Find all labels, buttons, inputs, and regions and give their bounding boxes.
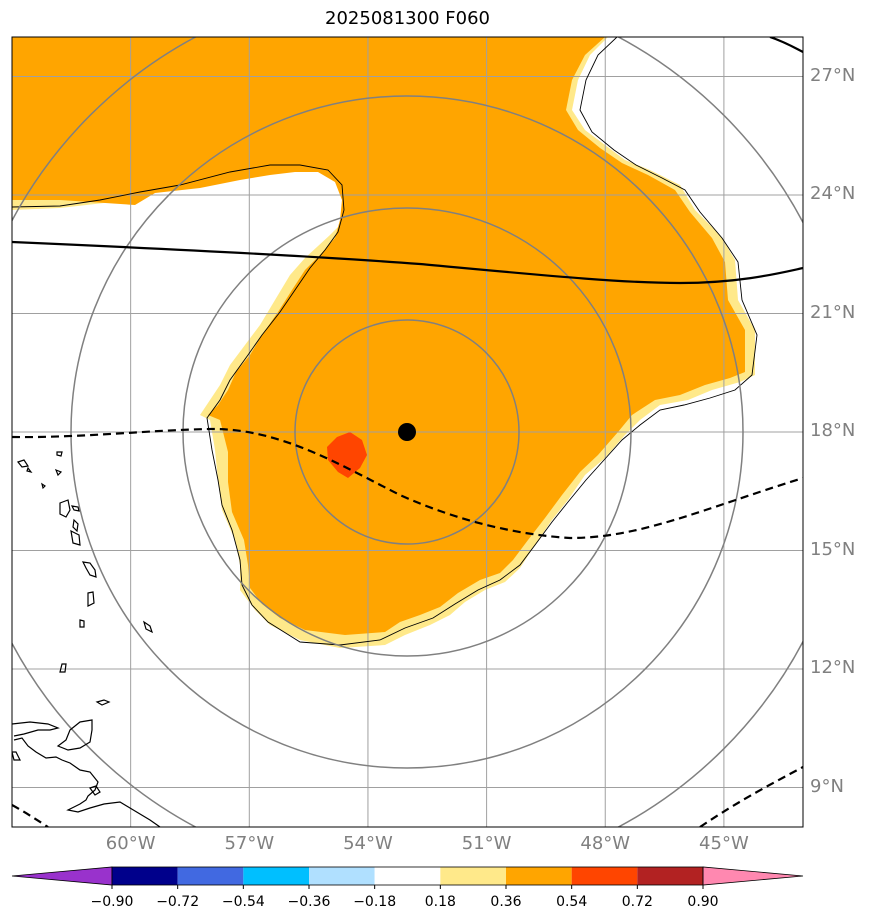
latitude-label: 27°N <box>810 64 856 86</box>
latitude-label: 18°N <box>810 420 856 441</box>
colorbar-segment <box>309 867 375 885</box>
latitude-label: 9°N <box>810 775 844 797</box>
dashed-track-line-lower-left <box>12 804 49 827</box>
colorbar-tick-label: −0.18 <box>353 894 397 910</box>
coastlines <box>12 451 161 827</box>
solid-track-line-corner <box>769 37 803 53</box>
colorbar-tick-label: 0.72 <box>621 894 653 910</box>
colorbar-tick-label: 0.36 <box>490 894 522 910</box>
dashed-track-line <box>12 427 803 540</box>
longitude-label: 54°W <box>343 833 393 854</box>
map-plot-area <box>12 37 803 827</box>
colorbar-segment <box>112 867 178 885</box>
colorbar-extend-min <box>11 866 113 886</box>
colorbar-segment <box>637 867 703 885</box>
colorbar-tick-label: −0.90 <box>90 894 134 910</box>
longitude-label: 45°W <box>699 833 749 854</box>
colorbar-segment <box>440 867 506 885</box>
colorbar-segment <box>571 867 638 885</box>
colorbar-tick-label: −0.36 <box>287 894 331 910</box>
colorbar-segment <box>374 867 441 885</box>
colorbar-tick-label: −0.72 <box>156 894 200 910</box>
longitude-label: 57°W <box>224 833 275 854</box>
colorbar-extend-max <box>702 866 804 886</box>
colorbar-tick-label: −0.54 <box>221 894 265 910</box>
colorbar-segment <box>177 867 244 885</box>
colorbar-segment <box>506 867 572 885</box>
longitude-label: 51°W <box>461 833 512 854</box>
colorbar-outline <box>111 866 704 886</box>
latitude-label: 12°N <box>810 657 856 678</box>
map-title: 2025081300 F060 <box>325 8 490 29</box>
thin-contour-line <box>12 37 758 646</box>
range-rings <box>12 37 803 827</box>
latitude-label: 21°N <box>810 301 856 323</box>
colorbar-tick-label: 0.18 <box>424 894 456 910</box>
latitude-label: 24°N <box>810 183 856 204</box>
latitude-label: 15°N <box>810 538 856 560</box>
storm-center-marker <box>398 423 416 441</box>
longitude-label: 48°W <box>580 833 631 854</box>
dashed-track-line-lower-right <box>699 766 803 827</box>
solid-track-line <box>12 240 803 285</box>
colorbar-tick-label: 0.90 <box>687 894 719 910</box>
colorbar <box>11 866 804 889</box>
shading-orange-area <box>12 37 745 635</box>
longitude-label: 60°W <box>105 833 156 854</box>
map-frame <box>11 36 804 828</box>
colorbar-segment <box>243 867 309 885</box>
shading-red-spot <box>327 432 367 478</box>
colorbar-tick-label: 0.54 <box>556 894 588 910</box>
